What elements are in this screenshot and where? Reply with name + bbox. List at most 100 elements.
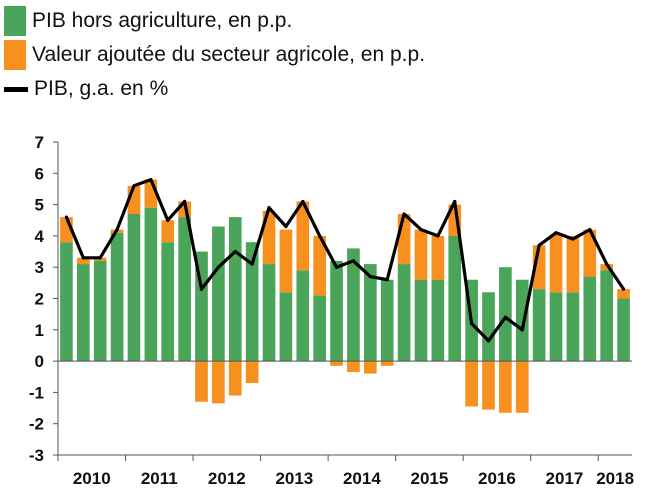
point-gdp-2016T3 (503, 315, 507, 319)
bar-agri-2012T1 (195, 361, 208, 402)
bar-nonagri-2011T1 (127, 213, 141, 362)
legend-label-nonagri-gdp: PIB hors agriculture, en p.p. (32, 9, 293, 32)
bar-nonagri-2013T4 (313, 295, 327, 362)
x-tick-label-2014: 2014 (343, 469, 381, 488)
bar-agri-2016T4 (515, 361, 529, 413)
point-gdp-2014T4 (385, 278, 389, 282)
bar-nonagri-2017T1 (532, 289, 546, 362)
x-tick-label-2017: 2017 (546, 469, 584, 488)
point-gdp-2016T4 (520, 328, 524, 332)
bar-nonagri-2014T3 (363, 264, 377, 362)
bar-nonagri-2012T3 (228, 217, 242, 362)
point-gdp-2011T1 (132, 184, 136, 188)
y-tick-label-6: 6 (35, 164, 44, 183)
bar-nonagri-2013T2 (279, 292, 293, 362)
x-tick-label-2011: 2011 (141, 469, 178, 488)
x-tick-label-2015: 2015 (410, 469, 448, 488)
bar-agri-2012T4 (245, 361, 259, 384)
point-gdp-2012T1 (199, 287, 204, 291)
bar-agri-2015T3 (431, 235, 445, 280)
legend-item-gdp-line: PIB, g.a. en % (4, 72, 168, 106)
point-gdp-2018T2 (621, 287, 626, 291)
point-gdp-2010T1 (64, 215, 69, 219)
y-tick-label-5: 5 (35, 196, 44, 215)
axes-layer: 7 6 5 4 3 2 1 0 -1 -2 -3 2010 2011 2012 2013 2014 2015 20… (29, 133, 634, 488)
bar-nonagri-2010T3 (93, 260, 107, 362)
y-tick-label-1: 1 (35, 321, 44, 340)
point-gdp-2014T2 (351, 259, 356, 263)
bar-agri-2018T2 (617, 289, 630, 299)
x-tick-label-2012: 2012 (208, 469, 246, 488)
bar-nonagri-2014T2 (347, 248, 360, 362)
bar-agri-2014T4 (380, 361, 394, 366)
point-gdp-2016T2 (486, 339, 491, 343)
bar-nonagri-2010T2 (76, 264, 90, 362)
legend-swatch-green (4, 6, 26, 36)
point-gdp-2011T3 (166, 218, 170, 222)
bar-nonagri-2011T4 (178, 217, 191, 362)
point-gdp-2015T3 (436, 234, 440, 238)
point-gdp-2010T3 (98, 256, 102, 260)
point-gdp-2016T1 (470, 321, 474, 326)
point-gdp-2012T2 (216, 265, 220, 269)
bar-nonagri-2012T2 (212, 226, 225, 362)
point-gdp-2012T4 (250, 262, 254, 266)
bar-nonagri-2014T1 (330, 260, 343, 362)
x-tick-label-2013: 2013 (275, 469, 313, 488)
point-gdp-2017T3 (571, 237, 575, 241)
point-gdp-2010T4 (115, 228, 119, 232)
bar-agri-2017T2 (549, 234, 563, 293)
bar-nonagri-2015T2 (414, 279, 428, 362)
bar-agri-2016T3 (499, 361, 512, 413)
point-gdp-2018T1 (605, 262, 609, 266)
point-gdp-2014T3 (368, 274, 372, 279)
line-layer (64, 177, 626, 343)
bar-nonagri-2016T3 (499, 267, 512, 362)
line-gdp-growth (64, 178, 625, 343)
bar-agri-2016T1 (465, 361, 478, 407)
bar-agri-2011T3 (161, 220, 175, 243)
y-tick-label--2: -2 (29, 415, 44, 434)
bar-nonagri-2010T1 (60, 242, 73, 362)
bar-agri-2010T2 (76, 257, 90, 265)
point-gdp-2015T2 (419, 228, 423, 232)
legend-label-agri-value-added: Valeur ajoutée du secteur agricole, en p… (32, 43, 426, 66)
bar-agri-2013T1 (262, 210, 276, 265)
point-gdp-2015T4 (453, 199, 457, 204)
point-gdp-2013T1 (267, 206, 271, 210)
bar-layer (60, 179, 630, 413)
bar-nonagri-2018T1 (600, 270, 614, 362)
point-gdp-2013T4 (318, 234, 322, 238)
bar-nonagri-2015T4 (448, 235, 462, 362)
x-tick-label-2010: 2010 (73, 469, 111, 488)
bar-agri-2014T3 (363, 361, 377, 374)
point-gdp-2013T2 (284, 224, 288, 229)
y-tick-label--3: -3 (29, 446, 44, 465)
bar-nonagri-2014T4 (380, 279, 394, 362)
bar-agri-2012T3 (228, 361, 242, 396)
bar-agri-2013T2 (279, 229, 293, 293)
y-tick-label--1: -1 (29, 383, 44, 402)
legend-line-black (4, 86, 28, 92)
bar-nonagri-2017T2 (549, 292, 563, 362)
bar-nonagri-2016T4 (515, 279, 529, 362)
point-gdp-2017T1 (537, 243, 541, 247)
x-tick-label-2016: 2016 (478, 469, 516, 488)
point-gdp-2011T2 (149, 177, 153, 182)
legend-label-gdp-line: PIB, g.a. en % (34, 77, 169, 100)
bar-agri-2017T4 (583, 229, 597, 277)
y-tick-label-7: 7 (35, 133, 44, 152)
bar-nonagri-2011T2 (144, 207, 158, 362)
y-tick-label-3: 3 (35, 258, 44, 277)
bar-agri-2016T2 (482, 361, 495, 410)
bar-agri-2015T2 (414, 229, 428, 280)
point-gdp-2015T1 (402, 212, 406, 216)
point-gdp-2011T4 (183, 199, 187, 204)
bar-nonagri-2011T3 (161, 242, 175, 362)
legend-swatch-orange (4, 40, 26, 70)
point-gdp-2010T2 (81, 256, 85, 260)
bar-agri-2014T2 (347, 361, 360, 373)
bar-nonagri-2017T3 (566, 292, 580, 362)
point-gdp-2013T3 (301, 199, 305, 204)
